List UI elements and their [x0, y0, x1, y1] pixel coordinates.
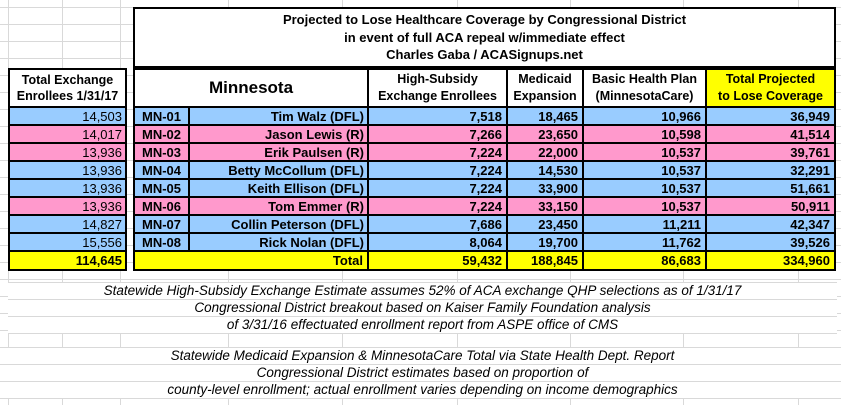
bhp-value-cell[interactable]: 10,598: [584, 126, 707, 144]
medicaid-value-cell[interactable]: 18,465: [508, 108, 584, 126]
bhp-header-line-2: (MinnesotaCare): [595, 89, 694, 103]
bhp-value-cell[interactable]: 10,537: [584, 198, 707, 216]
total-value-cell[interactable]: 39,526: [707, 234, 834, 252]
footnote-line: Statewide Medicaid Expansion & Minnesota…: [8, 348, 837, 365]
bhp-value-cell[interactable]: 10,537: [584, 162, 707, 180]
bhp-value-cell[interactable]: 11,211: [584, 216, 707, 234]
footnote-line: Statewide High-Subsidy Exchange Estimate…: [8, 283, 837, 300]
total-value-cell[interactable]: 51,661: [707, 180, 834, 198]
bhp-value-cell[interactable]: 10,537: [584, 144, 707, 162]
title-line-1: Projected to Lose Healthcare Coverage by…: [282, 12, 687, 28]
representative-cell[interactable]: Jason Lewis (R): [190, 126, 369, 144]
exchange-header-line-1: High-Subsidy: [397, 72, 478, 86]
total-header-line-1: Total Projected: [725, 72, 816, 86]
left-header-line-2: Enrollees 1/31/17: [16, 89, 119, 103]
total-row-label[interactable]: Total: [135, 252, 369, 269]
total-value-cell[interactable]: 32,291: [707, 162, 834, 180]
medicaid-header-line-2: Expansion: [513, 89, 577, 103]
total-exchange-enrollees-column: Total Exchange Enrollees 1/31/17 14,503 …: [8, 68, 127, 271]
district-cell[interactable]: MN-03: [135, 144, 190, 162]
total-value-cell[interactable]: 41,514: [707, 126, 834, 144]
title-line-3: Charles Gaba / ACASignups.net: [386, 47, 583, 63]
representative-cell[interactable]: Erik Paulsen (R): [190, 144, 369, 162]
bhp-total-cell[interactable]: 86,683: [584, 252, 707, 269]
exchange-value-cell[interactable]: 7,224: [369, 180, 508, 198]
footnote-block-medicaid: Statewide Medicaid Expansion & Minnesota…: [8, 347, 837, 399]
enrollees-cell-mn04[interactable]: 13,936: [10, 162, 125, 180]
medicaid-total-cell[interactable]: 188,845: [508, 252, 584, 269]
representative-cell[interactable]: Collin Peterson (DFL): [190, 216, 369, 234]
footnote-line: of 3/31/16 effectuated enrollment report…: [8, 317, 837, 334]
district-cell[interactable]: MN-08: [135, 234, 190, 252]
representative-cell[interactable]: Keith Ellison (DFL): [190, 180, 369, 198]
left-header-line-1: Total Exchange: [21, 73, 114, 87]
district-cell[interactable]: MN-02: [135, 126, 190, 144]
exchange-value-cell[interactable]: 7,224: [369, 162, 508, 180]
enrollees-cell-mn03[interactable]: 13,936: [10, 144, 125, 162]
bhp-value-cell[interactable]: 10,966: [584, 108, 707, 126]
footnote-line: Congressional District estimates based o…: [8, 365, 837, 382]
exchange-total-cell[interactable]: 59,432: [369, 252, 508, 269]
title-line-2: in event of full ACA repeal w/immediate …: [344, 29, 625, 45]
representative-cell[interactable]: Rick Nolan (DFL): [190, 234, 369, 252]
total-value-cell[interactable]: 36,949: [707, 108, 834, 126]
total-value-cell[interactable]: 42,347: [707, 216, 834, 234]
medicaid-value-cell[interactable]: 33,900: [508, 180, 584, 198]
enrollees-cell-mn08[interactable]: 15,556: [10, 234, 125, 252]
grand-total-cell[interactable]: 334,960: [707, 252, 834, 269]
left-column-header[interactable]: Total Exchange Enrollees 1/31/17: [10, 70, 125, 108]
bhp-column-header[interactable]: Basic Health Plan (MinnesotaCare): [584, 70, 707, 108]
exchange-value-cell[interactable]: 7,518: [369, 108, 508, 126]
district-cell[interactable]: MN-05: [135, 180, 190, 198]
bhp-value-cell[interactable]: 11,762: [584, 234, 707, 252]
representative-cell[interactable]: Tim Walz (DFL): [190, 108, 369, 126]
exchange-value-cell[interactable]: 7,224: [369, 198, 508, 216]
total-value-cell[interactable]: 39,761: [707, 144, 834, 162]
exchange-value-cell[interactable]: 7,266: [369, 126, 508, 144]
district-cell[interactable]: MN-07: [135, 216, 190, 234]
enrollees-cell-mn02[interactable]: 14,017: [10, 126, 125, 144]
exchange-column-header[interactable]: High-Subsidy Exchange Enrollees: [369, 70, 508, 108]
enrollees-cell-mn05[interactable]: 13,936: [10, 180, 125, 198]
bhp-value-cell[interactable]: 10,537: [584, 180, 707, 198]
medicaid-value-cell[interactable]: 22,000: [508, 144, 584, 162]
medicaid-value-cell[interactable]: 19,700: [508, 234, 584, 252]
enrollees-cell-mn01[interactable]: 14,503: [10, 108, 125, 126]
exchange-value-cell[interactable]: 7,686: [369, 216, 508, 234]
enrollees-cell-mn06[interactable]: 13,936: [10, 198, 125, 216]
district-cell[interactable]: MN-01: [135, 108, 190, 126]
enrollees-cell-mn07[interactable]: 14,827: [10, 216, 125, 234]
medicaid-header-line-1: Medicaid: [518, 72, 572, 86]
title-block: Projected to Lose Healthcare Coverage by…: [133, 7, 836, 68]
footnote-line: Congressional District breakout based on…: [8, 300, 837, 317]
enrollees-total-cell[interactable]: 114,645: [10, 252, 125, 269]
district-cell[interactable]: MN-06: [135, 198, 190, 216]
medicaid-value-cell[interactable]: 14,530: [508, 162, 584, 180]
bhp-header-line-1: Basic Health Plan: [592, 72, 697, 86]
state-header-cell[interactable]: Minnesota: [135, 70, 369, 108]
medicaid-value-cell[interactable]: 33,150: [508, 198, 584, 216]
district-table: Minnesota High-Subsidy Exchange Enrollee…: [133, 68, 836, 271]
exchange-header-line-2: Exchange Enrollees: [378, 89, 497, 103]
total-value-cell[interactable]: 50,911: [707, 198, 834, 216]
medicaid-value-cell[interactable]: 23,450: [508, 216, 584, 234]
total-header-line-2: to Lose Coverage: [718, 89, 823, 103]
district-cell[interactable]: MN-04: [135, 162, 190, 180]
representative-cell[interactable]: Tom Emmer (R): [190, 198, 369, 216]
footnote-line: county-level enrollment; actual enrollme…: [8, 382, 837, 399]
exchange-value-cell[interactable]: 8,064: [369, 234, 508, 252]
medicaid-column-header[interactable]: Medicaid Expansion: [508, 70, 584, 108]
exchange-value-cell[interactable]: 7,224: [369, 144, 508, 162]
medicaid-value-cell[interactable]: 23,650: [508, 126, 584, 144]
representative-cell[interactable]: Betty McCollum (DFL): [190, 162, 369, 180]
footnote-block-exchange: Statewide High-Subsidy Exchange Estimate…: [8, 282, 837, 334]
total-column-header[interactable]: Total Projected to Lose Coverage: [707, 70, 834, 108]
